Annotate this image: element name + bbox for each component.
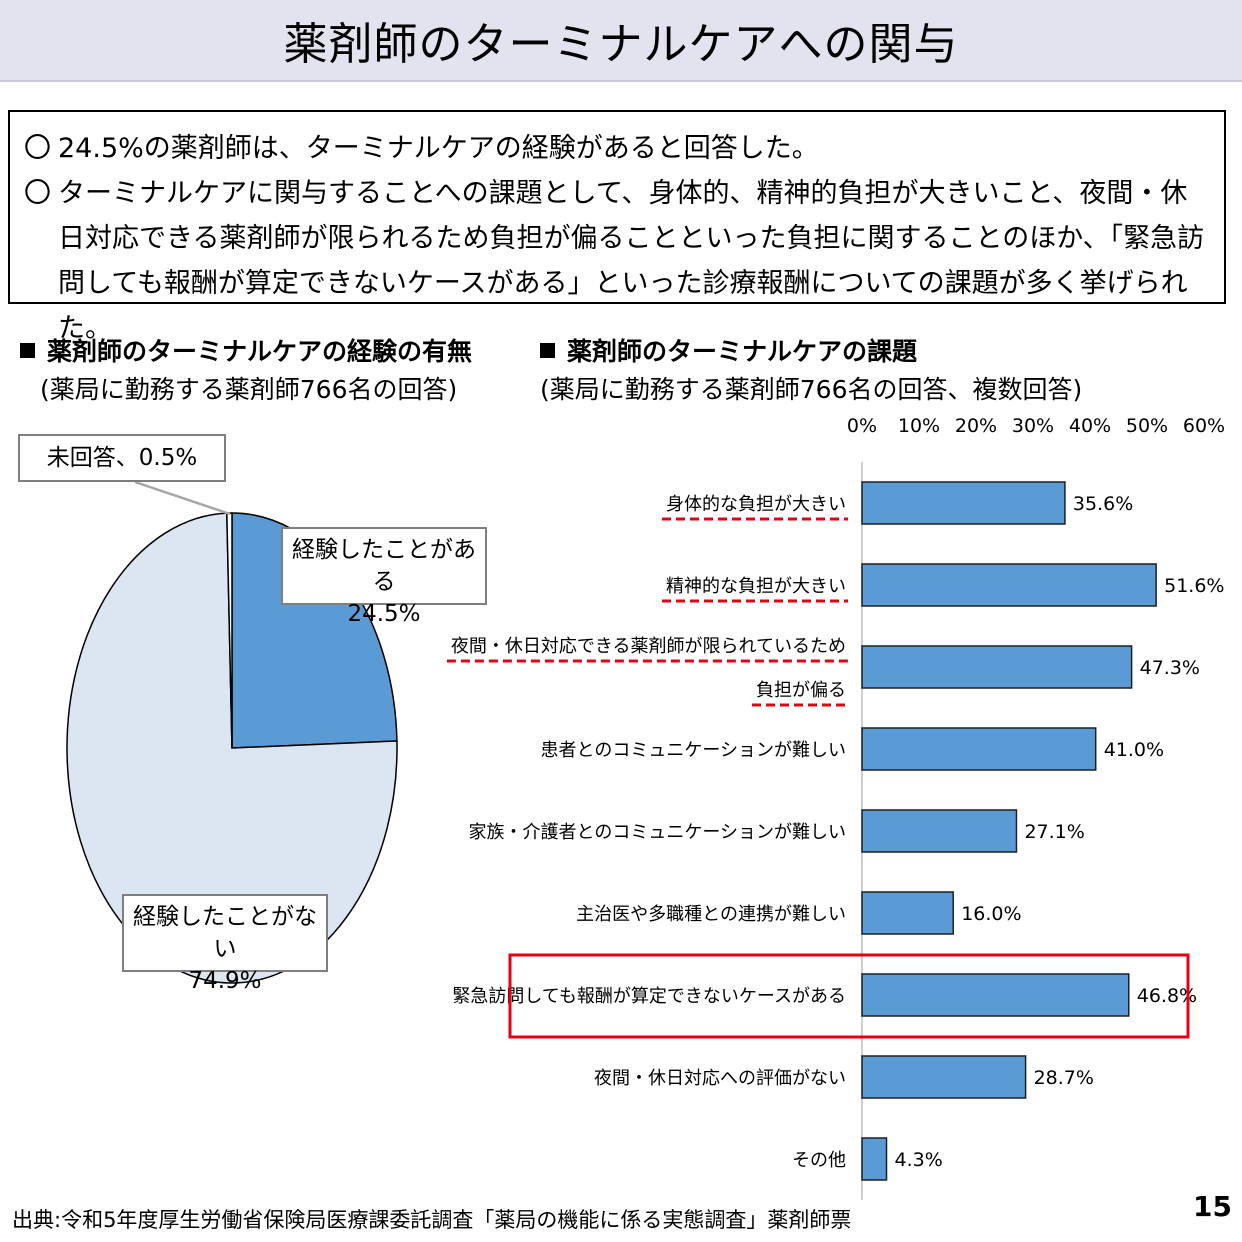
title-bar: 薬剤師のターミナルケアへの関与 — [0, 0, 1242, 82]
bar-section-title: 薬剤師のターミナルケアの課題 — [540, 332, 917, 368]
bar-value-label: 16.0% — [961, 903, 1021, 925]
category-label: 負担が偏る — [756, 680, 846, 701]
summary-item-1: 〇 24.5%の薬剤師は、ターミナルケアの経験があると回答した。 — [24, 126, 1208, 171]
x-tick-label: 0% — [847, 415, 877, 437]
summary-text-2: ターミナルケアに関与することへの課題として、身体的、精神的負担が大きいこと、夜間… — [58, 178, 1205, 344]
pie-subtitle: (薬局に勤務する薬剤師766名の回答) — [40, 375, 458, 404]
page-title: 薬剤師のターミナルケアへの関与 — [283, 19, 959, 70]
pie-label-experienced: 経験したことがある 24.5% — [281, 527, 487, 627]
bar — [861, 645, 1133, 689]
source-citation: 出典:令和5年度厚生労働省保険局医療課委託調査「薬局の機能に係る実態調査」薬剤師… — [12, 1208, 852, 1232]
bar — [861, 1137, 888, 1181]
pie-title-text: 薬剤師のターミナルケアの経験の有無 — [47, 337, 473, 366]
category-label: 夜間・休日対応できる薬剤師が限られているため — [451, 636, 846, 657]
bar-title-text: 薬剤師のターミナルケアの課題 — [567, 337, 918, 366]
bar-value-label: 41.0% — [1104, 739, 1164, 761]
bar — [861, 1055, 1027, 1099]
circle-bullet-icon: 〇 — [24, 133, 51, 164]
summary-item-2: 〇ターミナルケアに関与することへの課題として、身体的、精神的負担が大きいこと、夜… — [24, 171, 1208, 351]
summary-box: 〇 24.5%の薬剤師は、ターミナルケアの経験があると回答した。 〇ターミナルケア… — [8, 110, 1226, 344]
bar — [861, 809, 1018, 853]
category-label: 患者とのコミュニケーションが難しい — [541, 740, 846, 761]
no-answer-leader-line — [134, 480, 231, 516]
bar — [861, 481, 1066, 525]
category-label: 夜間・休日対応への評価がない — [594, 1068, 846, 1089]
circle-bullet-icon: 〇 — [24, 178, 51, 209]
x-tick-label: 50% — [1126, 415, 1168, 437]
pie-label-not-experienced-value: 74.9% — [188, 968, 262, 994]
summary-text-1: 24.5%の薬剤師は、ターミナルケアの経験があると回答した。 — [58, 133, 819, 164]
pie-label-not-experienced: 経験したことがない 74.9% — [122, 894, 328, 994]
pie-label-experienced-value: 24.5% — [347, 601, 421, 627]
bar-chart: 0% 10% 20% 30% 40% 50% 60% 35.6% 身体的な負担が大きい 51.6%… — [446, 415, 1225, 1200]
bar — [861, 891, 954, 935]
bar-value-label: 4.3% — [895, 1149, 943, 1171]
category-label: その他 — [792, 1150, 846, 1171]
bar-value-label: 47.3% — [1140, 657, 1200, 679]
category-label: 緊急訪問しても報酬が算定できないケースがある — [452, 986, 846, 1007]
pie-section-title: 薬剤師のターミナルケアの経験の有無 — [20, 332, 472, 368]
bar-value-label: 51.6% — [1164, 575, 1224, 597]
square-bullet-icon — [540, 343, 555, 358]
bar-value-label: 27.1% — [1024, 821, 1084, 843]
x-tick-label: 30% — [1012, 415, 1054, 437]
x-tick-label: 40% — [1069, 415, 1111, 437]
x-tick-label: 60% — [1183, 415, 1225, 437]
category-label: 主治医や多職種との連携が難しい — [576, 904, 846, 925]
bar-value-label: 46.8% — [1137, 985, 1197, 1007]
category-label: 家族・介護者とのコミュニケーションが難しい — [469, 822, 846, 843]
x-tick-label: 20% — [955, 415, 997, 437]
bar — [861, 973, 1130, 1017]
category-label: 身体的な負担が大きい — [666, 494, 846, 515]
square-bullet-icon — [20, 343, 35, 358]
x-tick-label: 10% — [898, 415, 940, 437]
bar-value-label: 28.7% — [1034, 1067, 1094, 1089]
highlight-box — [508, 953, 1190, 1039]
bar-value-label: 35.6% — [1073, 493, 1133, 515]
pie-chart — [66, 480, 398, 984]
bar — [861, 563, 1157, 607]
pie-label-experienced-name: 経験したことがある — [292, 537, 476, 595]
bar — [861, 727, 1097, 771]
category-label: 精神的な負担が大きい — [666, 576, 846, 597]
bar-subtitle: (薬局に勤務する薬剤師766名の回答、複数回答) — [540, 375, 1083, 404]
page-number: 15 — [1193, 1190, 1232, 1223]
pie-label-no-answer: 未回答、0.5% — [18, 434, 226, 482]
pie-slice-not-experienced — [66, 512, 398, 984]
pie-label-not-experienced-name: 経験したことがない — [133, 904, 317, 962]
